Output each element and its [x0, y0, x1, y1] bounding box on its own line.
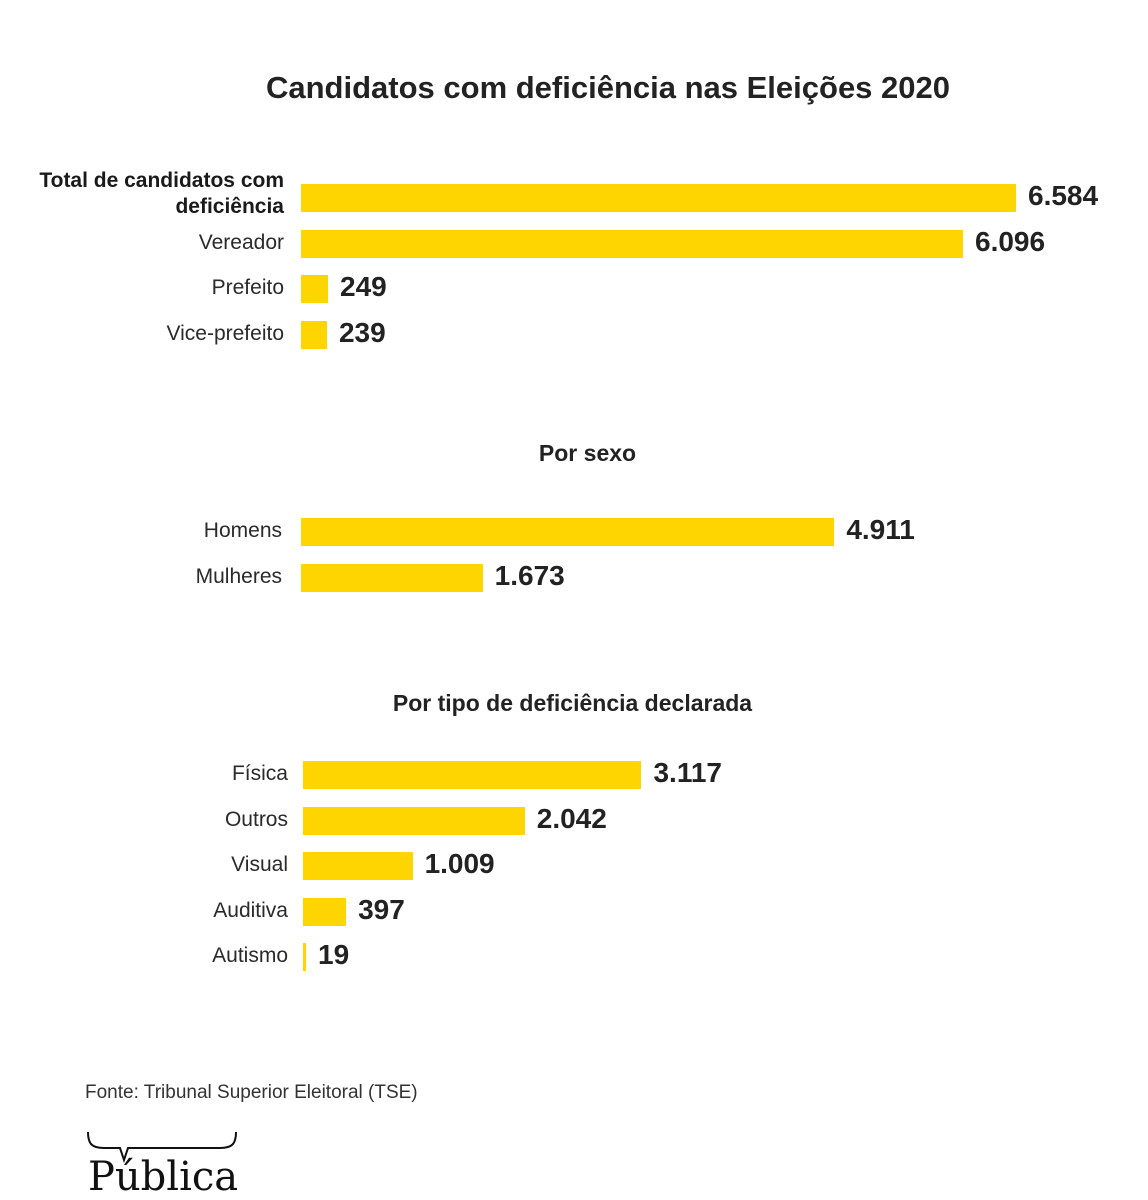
bar: [303, 943, 306, 971]
value-label: 239: [338, 316, 386, 348]
bar: [301, 184, 1016, 212]
bar: [303, 806, 525, 835]
bar: [303, 852, 413, 880]
value-label: 4.911: [846, 514, 915, 545]
value-label: 2.042: [536, 802, 607, 834]
value-label: 249: [340, 271, 387, 302]
value-label: 19: [318, 939, 350, 970]
bar: [301, 229, 963, 258]
value-label: 1.673: [494, 559, 565, 591]
logo-text: Pública: [88, 1154, 239, 1200]
category-label: Física: [231, 762, 288, 785]
category-label: Homens: [203, 519, 282, 542]
category-label: Total de candidatos com deficiência: [39, 169, 284, 218]
value-label: 397: [358, 893, 405, 925]
bar: [301, 320, 327, 349]
source-note: Fonte: Tribunal Superior Eleitoral (TSE): [85, 1082, 418, 1103]
value-label: 6.584: [1028, 180, 1099, 211]
section-title: Por tipo de deficiência declarada: [392, 690, 753, 716]
publica-logo: Pública: [84, 1130, 244, 1200]
bar: [303, 761, 642, 789]
value-label: 3.117: [653, 757, 723, 788]
category-label: Vice-prefeito: [166, 321, 284, 345]
chart-title: Candidatos com deficiência nas Eleições …: [265, 70, 950, 105]
speech-bracket-icon: [87, 1131, 237, 1164]
category-label: Outros: [224, 807, 288, 831]
category-label: Visual: [231, 853, 288, 876]
category-label: Mulheres: [195, 564, 282, 588]
bar: [303, 897, 347, 926]
bar: [301, 275, 329, 303]
category-label: Prefeito: [211, 276, 284, 299]
bar: [301, 563, 483, 592]
category-label: Vereador: [198, 230, 284, 254]
value-label: 1.009: [424, 848, 495, 879]
bar: [301, 518, 835, 546]
value-label: 6.096: [975, 225, 1046, 257]
category-label: Auditiva: [213, 898, 288, 922]
category-label: Autismo: [212, 944, 288, 967]
section-title: Por sexo: [538, 440, 637, 466]
